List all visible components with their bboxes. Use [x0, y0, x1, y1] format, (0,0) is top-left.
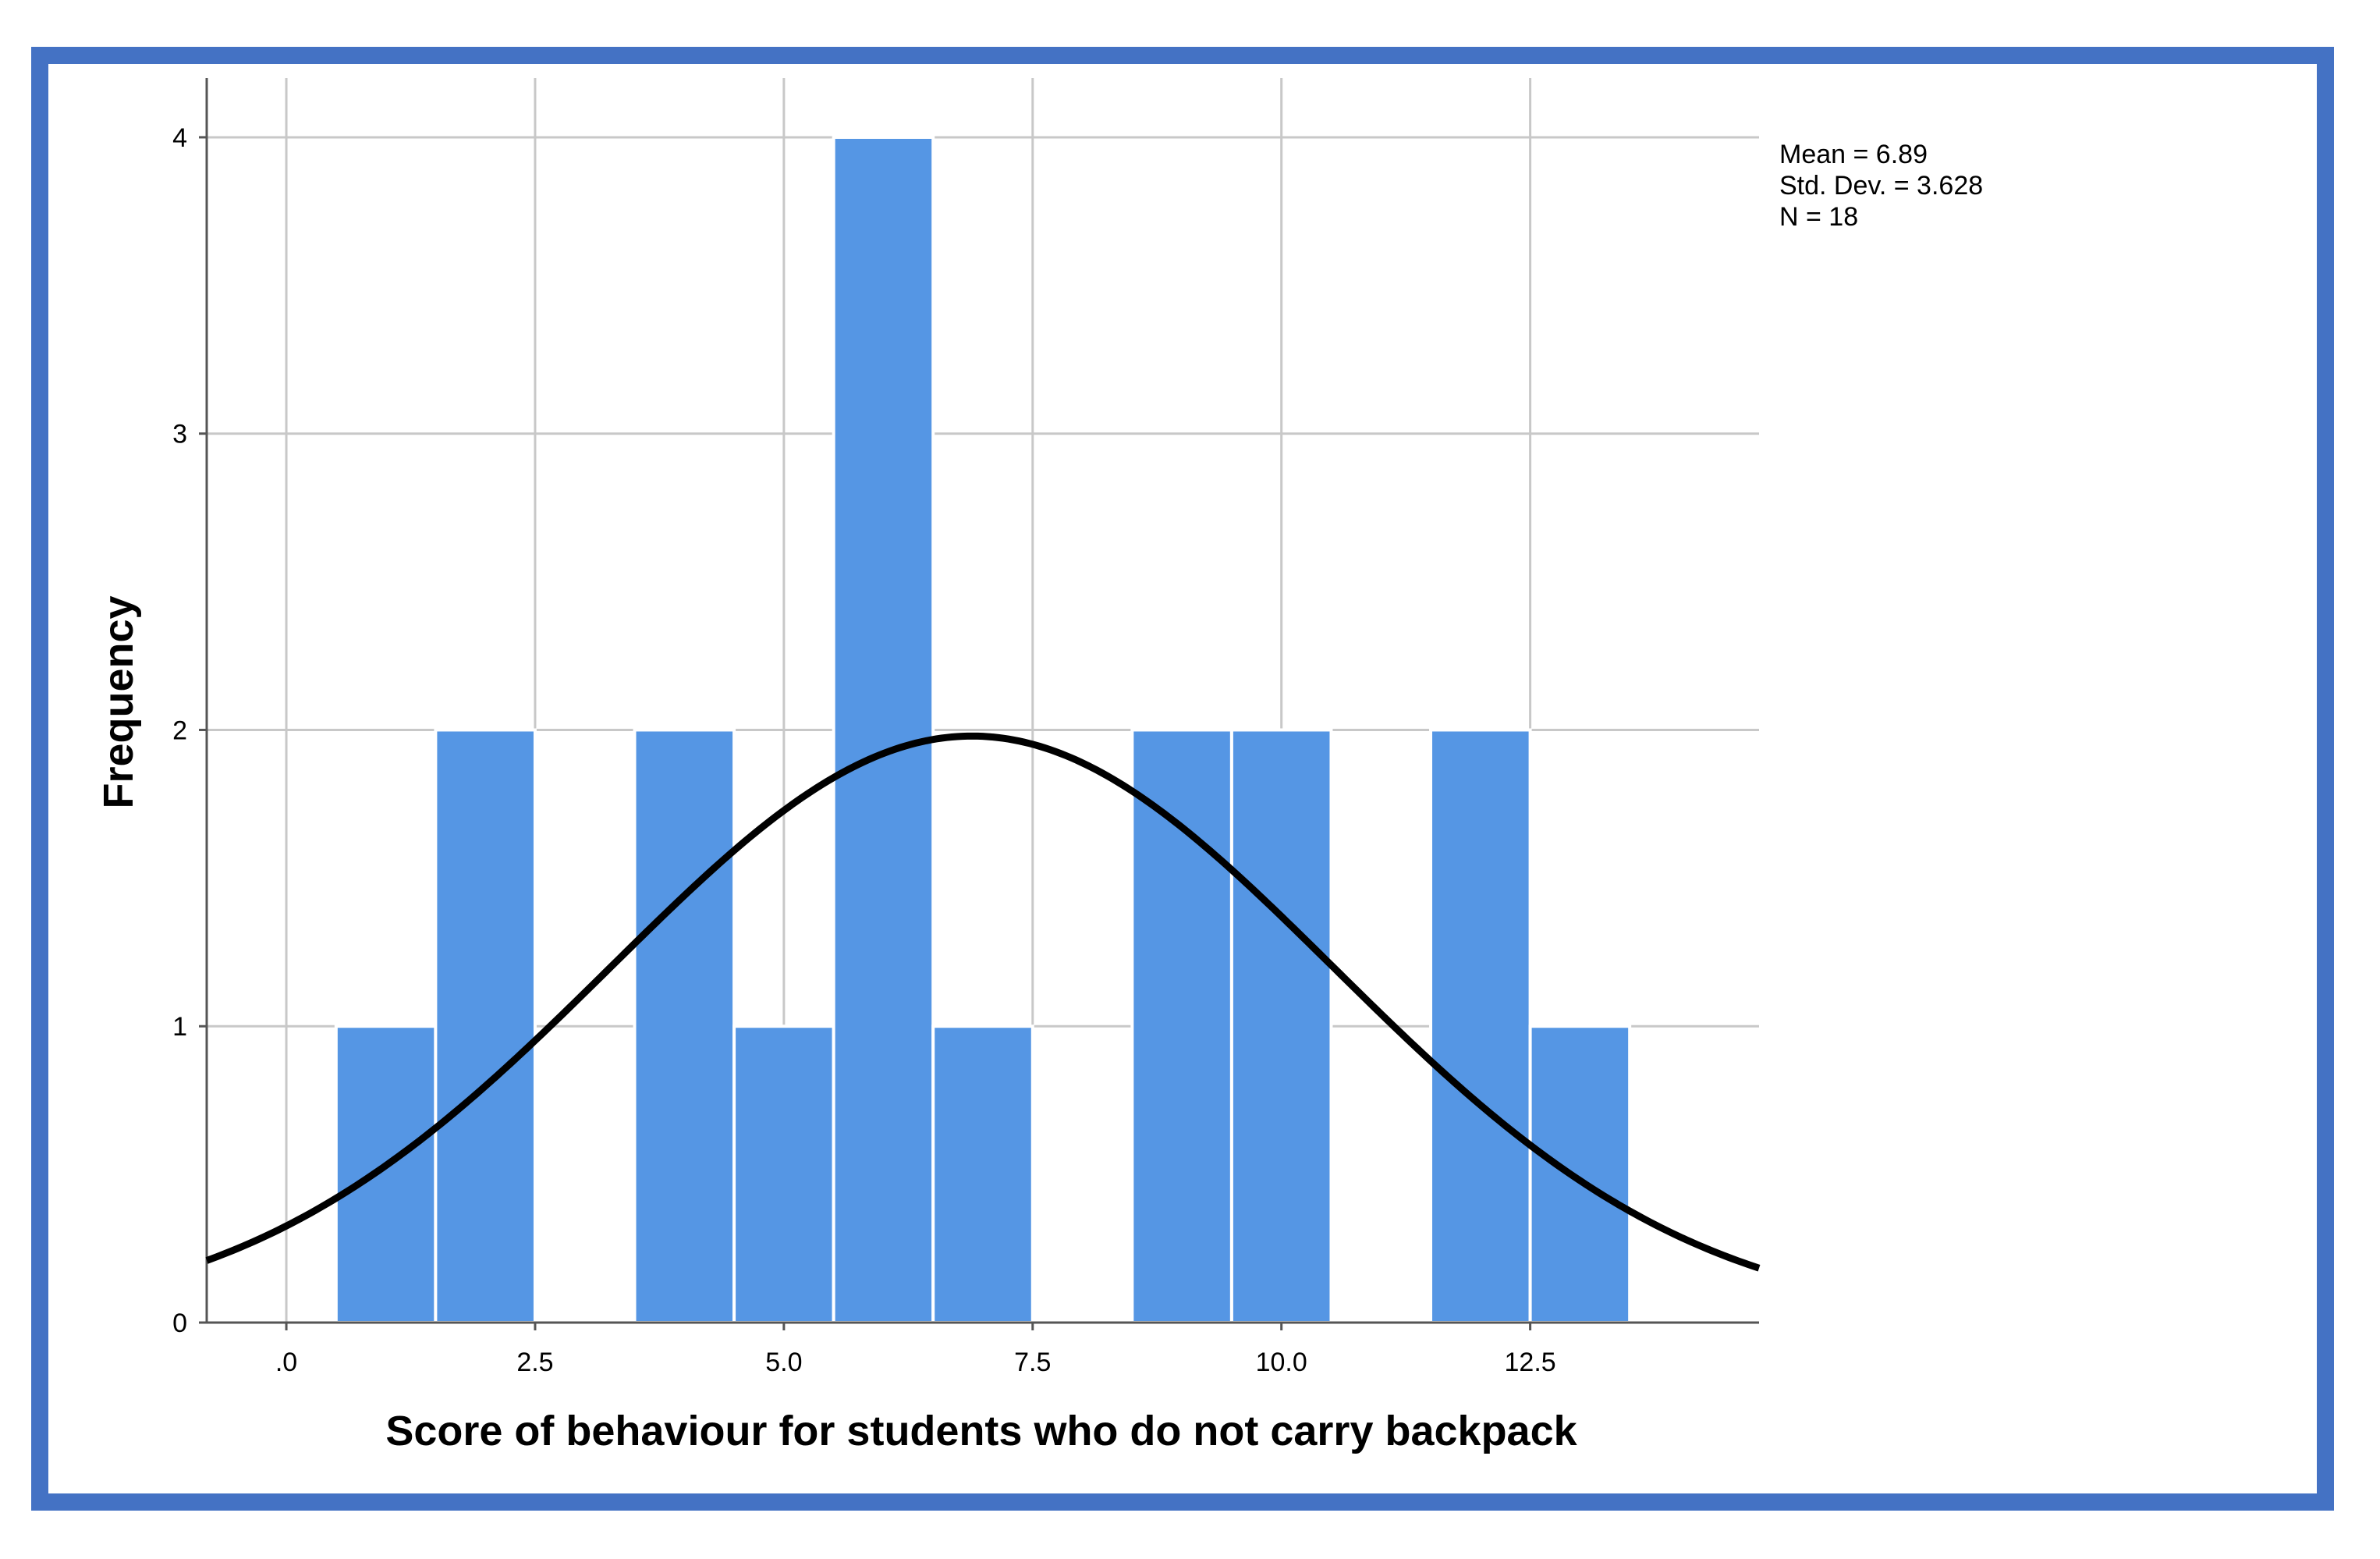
std-dev-stat: Std. Dev. = 3.628: [1779, 171, 1984, 201]
histogram-bar-4: [732, 1025, 835, 1324]
histogram-bar-8: [1130, 728, 1233, 1324]
y-axis-label: Frequency: [95, 595, 142, 808]
y-tick-label-4: 4: [172, 123, 187, 153]
x-tick-label-4: 10.0: [1256, 1348, 1307, 1377]
histogram-bar-9: [1229, 728, 1333, 1324]
mean-stat: Mean = 6.89: [1779, 140, 1928, 169]
histogram-bar-5: [832, 135, 935, 1324]
y-tick-label-2: 2: [172, 716, 187, 745]
y-tick-label-3: 3: [172, 420, 187, 449]
axes: [199, 78, 1759, 1330]
histogram-bar-0: [334, 1025, 438, 1324]
n-stat: N = 18: [1779, 202, 1859, 232]
histogram-bar-12: [1528, 1025, 1632, 1324]
statistics-legend: Mean = 6.89 Std. Dev. = 3.628 N = 18: [1779, 139, 1983, 233]
x-tick-label-5: 12.5: [1505, 1348, 1556, 1377]
y-tick-label-0: 0: [172, 1309, 187, 1338]
x-tick-label-0: .0: [275, 1348, 297, 1377]
histogram-bar-3: [633, 728, 736, 1324]
normal-curve-layer: [205, 732, 1761, 1272]
normal-curve: [205, 732, 1761, 1272]
x-tick-label-1: 2.5: [516, 1348, 553, 1377]
tick-labels: .0 2.5 5.0 7.5 10.0 12.5 0 1 2 3 4: [172, 123, 1556, 1377]
x-tick-label-3: 7.5: [1014, 1348, 1051, 1377]
histogram-bar-6: [931, 1025, 1034, 1324]
x-tick-label-2: 5.0: [765, 1348, 802, 1377]
histogram-bar-1: [434, 728, 537, 1324]
y-tick-label-1: 1: [172, 1012, 187, 1042]
histogram-bar-11: [1429, 728, 1532, 1324]
x-axis-label: Score of behaviour for students who do n…: [385, 1408, 1577, 1454]
